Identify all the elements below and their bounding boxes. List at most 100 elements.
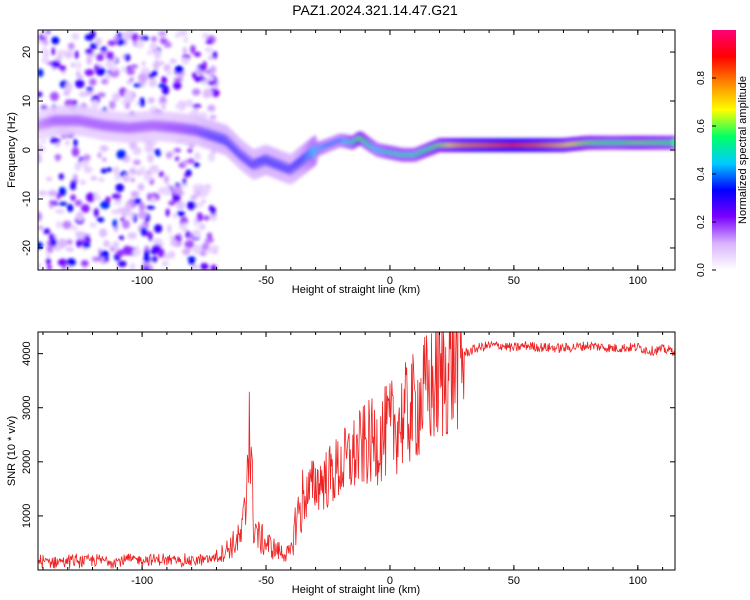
spectrogram-heatmap <box>38 30 675 270</box>
spectrogram-cell <box>184 173 190 178</box>
snr-y-tick-label: 3000 <box>21 395 33 419</box>
spectrogram-cell <box>172 193 181 203</box>
spectrogram-cell <box>152 61 160 70</box>
spectrogram-cell <box>82 242 91 249</box>
spectrogram-cell <box>161 261 169 267</box>
spectrogram-cell <box>140 226 148 236</box>
spectrogram-cell <box>116 249 125 257</box>
spectrogram-cell <box>184 239 195 249</box>
spectrogram-cell <box>130 190 140 198</box>
spectrogram-cell <box>186 201 197 210</box>
spectrogram-cell <box>38 190 48 196</box>
spectrogram-cell <box>166 224 172 234</box>
spectrogram-cell <box>173 77 183 82</box>
spectrogram-cell <box>132 159 141 166</box>
spectrogram-cell <box>38 91 43 98</box>
spectrogram-cell <box>56 220 62 229</box>
spectrogram-cell <box>91 99 99 110</box>
spectrogram-cell <box>161 104 166 110</box>
spectrogram-cell <box>100 168 107 174</box>
spectrogram-cell <box>168 200 176 206</box>
spectrogram-cell <box>115 183 125 192</box>
spectrogram-cell <box>210 264 217 270</box>
spectrogram-cell <box>121 66 127 73</box>
spectrogram-cell <box>55 209 65 214</box>
spectrogram-cell <box>149 164 160 174</box>
spectrogram-cell <box>74 79 85 89</box>
spectrogram-cell <box>148 77 157 88</box>
spectrogram-cell <box>132 248 141 257</box>
spectrogram-cell <box>101 157 107 162</box>
spectrogram-cell <box>130 177 135 183</box>
spectrogram-cell <box>97 92 106 98</box>
spectrogram-cell <box>129 262 136 270</box>
spectrogram-cell <box>38 241 44 250</box>
spectrogram-cell <box>121 219 130 229</box>
spectrogram-cell <box>204 249 209 255</box>
spectrogram-cell <box>131 32 139 42</box>
spectrogram-x-tick-label: 0 <box>387 275 393 287</box>
spectrogram-cell <box>212 51 218 60</box>
snr-frame <box>37 331 676 571</box>
snr-y-tick-label: 4000 <box>21 341 33 365</box>
spectrogram-cell <box>55 154 60 162</box>
spectrogram-cell <box>67 42 75 50</box>
spectrogram-cell <box>127 200 134 205</box>
spectrogram-cell <box>66 203 74 213</box>
spectrogram-cell <box>45 250 51 258</box>
spectrogram-cell <box>65 140 70 146</box>
spectrogram-cell <box>142 35 149 41</box>
spectrogram-cell <box>165 151 173 159</box>
spectrogram-cell <box>137 210 148 220</box>
spectrogram-cell <box>154 151 162 157</box>
spectrogram-cell <box>189 232 194 240</box>
spectrogram-x-tick-label: 100 <box>629 275 647 287</box>
colorbar-tick-label: 0.0 <box>696 263 707 277</box>
spectrogram-y-tick-label: -10 <box>21 191 33 207</box>
spectrogram-cell <box>129 77 134 82</box>
spectrogram-cell <box>207 80 217 86</box>
spectrogram-cell <box>174 65 184 74</box>
spectrogram-cell <box>148 72 155 79</box>
spectrogram-cell <box>147 49 152 56</box>
snr-x-tick-label: -50 <box>258 575 274 587</box>
spectrogram-cell <box>79 160 90 168</box>
spectrogram-cell <box>199 201 204 208</box>
spectrogram-cell <box>117 260 127 268</box>
spectrogram-cell <box>159 95 167 104</box>
spectrogram-cell <box>117 207 127 214</box>
spectrogram-cell <box>146 153 154 163</box>
spectrogram-cell <box>161 76 168 84</box>
snr-x-tick-label: 100 <box>629 575 647 587</box>
spectrogram-cell <box>100 46 107 53</box>
spectrogram-cell <box>38 211 43 222</box>
spectrogram-cell <box>65 81 73 92</box>
spectrogram-cell <box>169 58 177 64</box>
spectrogram-cell <box>96 217 105 223</box>
spectrogram-cell <box>70 194 76 201</box>
snr-x-tick-label: -100 <box>131 575 153 587</box>
spectrogram-cell <box>70 62 77 68</box>
spectrogram-cell <box>176 210 185 217</box>
spectrogram-cell <box>84 69 95 77</box>
spectrogram-y-tick-label: -20 <box>21 240 33 256</box>
spectrogram-cell <box>173 147 182 153</box>
spectrogram-cell <box>74 162 81 172</box>
spectrogram-cell <box>150 196 156 203</box>
spectrogram-cell <box>186 158 195 164</box>
spectrogram-cell <box>208 205 214 212</box>
spectrogram-cell <box>57 238 67 249</box>
spectrogram-cell <box>141 60 146 67</box>
spectrogram-cell <box>147 264 154 270</box>
spectrogram-x-tick-label: 50 <box>508 275 520 287</box>
spectrogram-cell <box>189 257 195 263</box>
spectrogram-cell <box>174 156 180 162</box>
spectrogram-cell <box>147 97 155 104</box>
spectrogram-cell <box>182 248 191 256</box>
spectrogram-cell <box>207 55 214 61</box>
spectrogram-cell <box>204 69 211 75</box>
spectrogram-cell <box>144 143 154 154</box>
spectrogram-cell <box>172 185 183 195</box>
